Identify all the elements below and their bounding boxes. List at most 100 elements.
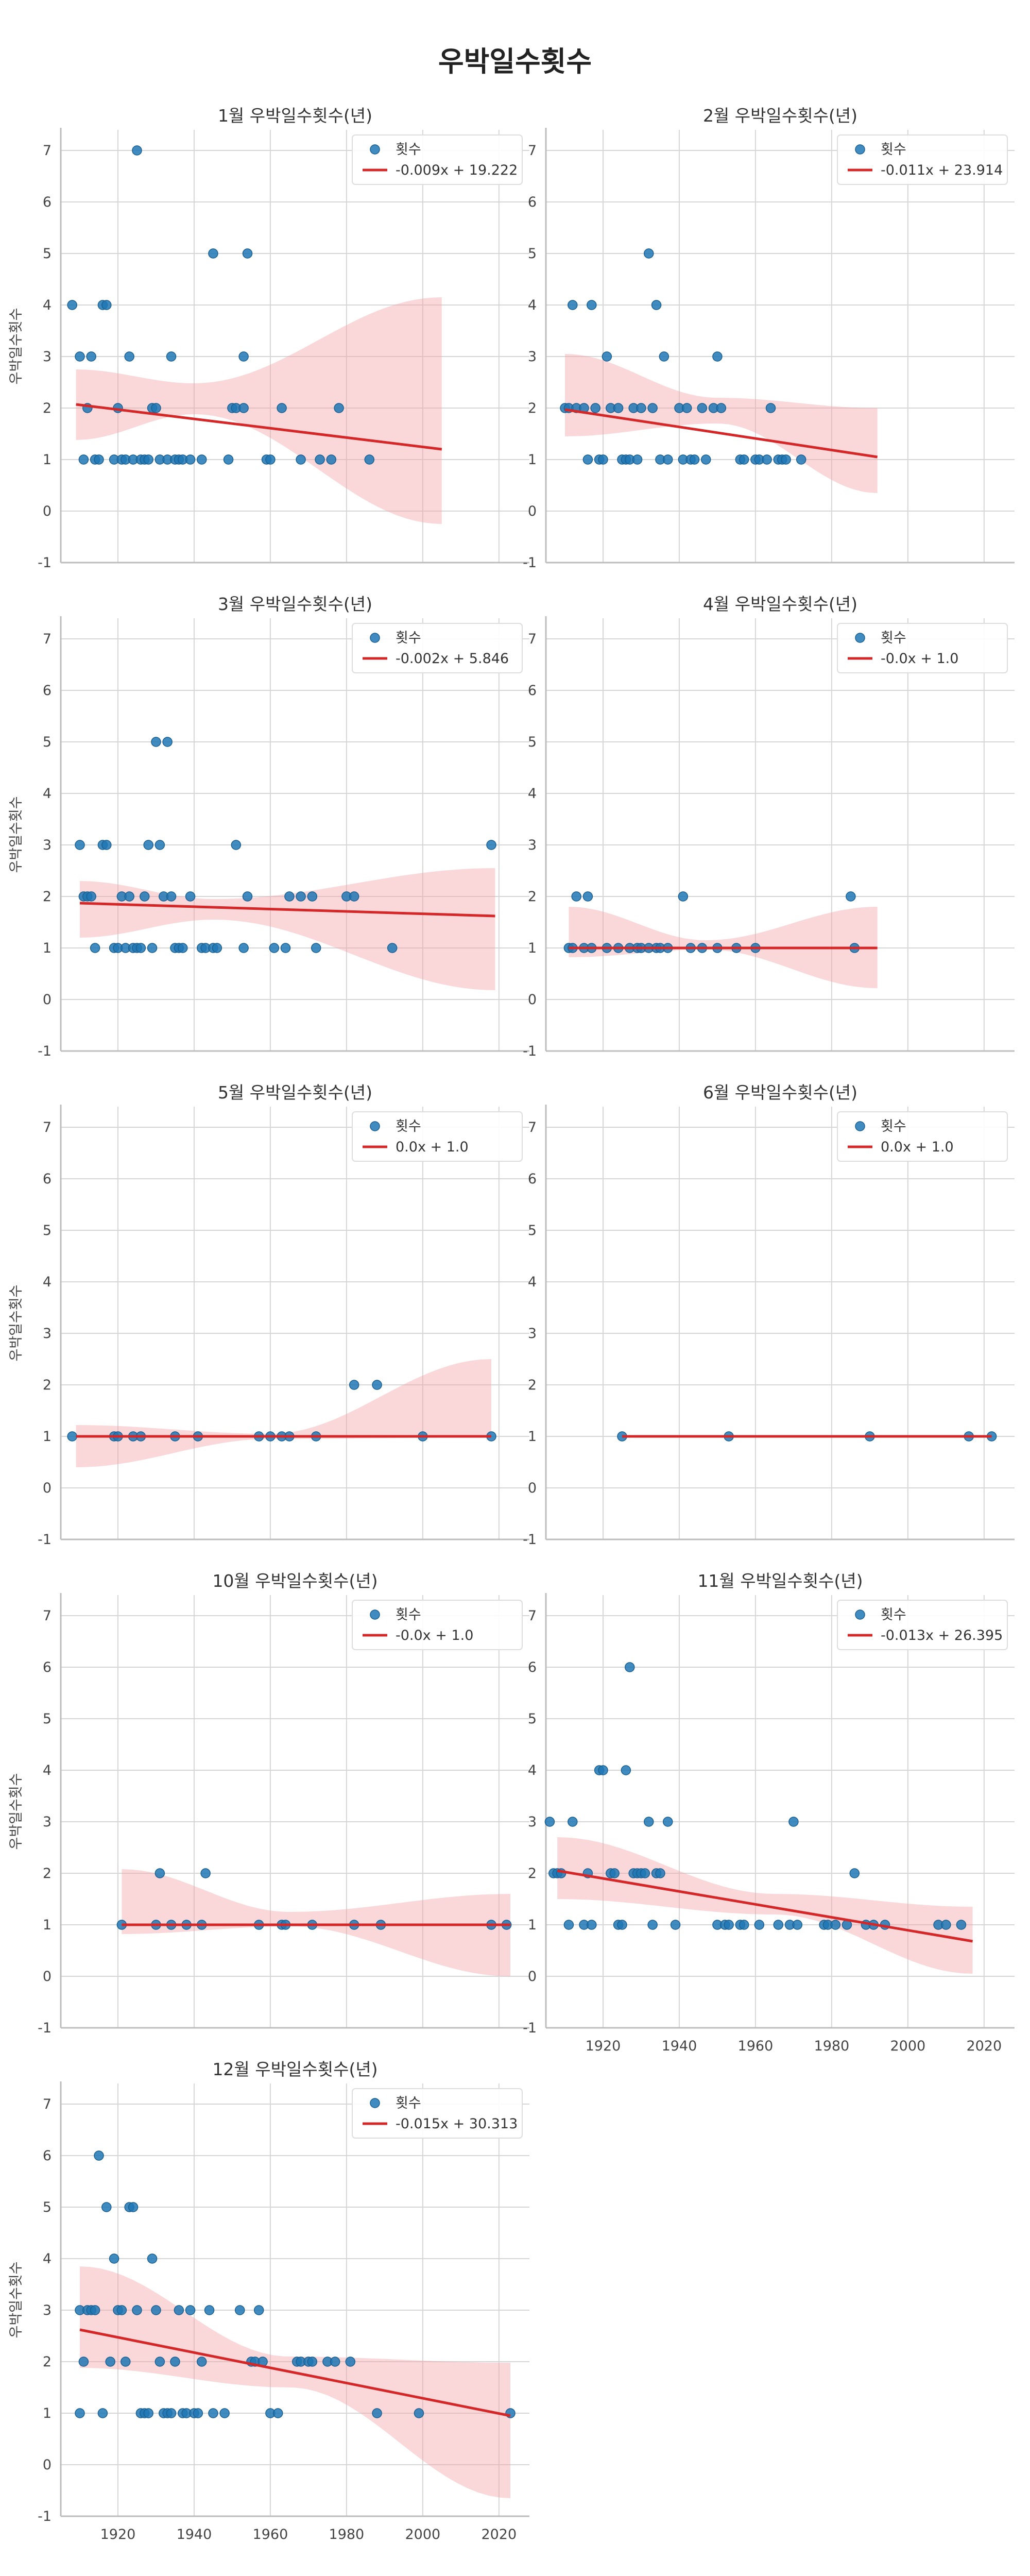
subplot-title: 10월 우박일수횟수(년) (212, 1571, 377, 1591)
y-tick-label: 1 (528, 940, 537, 956)
data-point (571, 891, 581, 902)
data-point (116, 2305, 127, 2315)
data-point (590, 403, 600, 413)
data-point (242, 891, 253, 902)
legend-point-marker (855, 144, 865, 155)
y-tick-label: -1 (38, 1532, 52, 1548)
y-tick-label: 7 (43, 1120, 52, 1136)
data-point (86, 891, 96, 902)
y-tick-label: 0 (528, 1480, 537, 1496)
y-tick-label: 1 (528, 1429, 537, 1445)
y-tick-label: 3 (528, 1326, 537, 1342)
y-tick-label: -1 (523, 1043, 537, 1059)
y-tick-label: 2 (43, 889, 52, 905)
data-point (587, 1920, 597, 1930)
y-tick-label: 1 (43, 2405, 52, 2421)
confidence-band (565, 354, 878, 493)
data-point (78, 454, 89, 465)
subplot-title: 1월 우박일수횟수(년) (218, 106, 372, 126)
x-tick-label: 1940 (177, 2527, 212, 2543)
data-point (200, 1868, 211, 1878)
y-tick-label: 7 (528, 631, 537, 647)
data-point (75, 840, 85, 850)
y-tick-label: 1 (528, 452, 537, 468)
data-point (280, 943, 291, 953)
data-point (655, 1868, 665, 1878)
x-tick-label: 1980 (814, 2038, 850, 2054)
legend: 횟수 0.0x + 1.0 (837, 1111, 1008, 1162)
data-point (724, 1920, 734, 1930)
data-point (238, 403, 249, 413)
y-tick-label: -1 (38, 555, 52, 571)
data-point (212, 943, 222, 953)
y-tick-label: 5 (528, 1711, 537, 1727)
data-point (185, 891, 196, 902)
data-point (349, 891, 359, 902)
y-tick-label: 4 (528, 786, 537, 802)
y-tick-label: 3 (43, 2302, 52, 2318)
subplot-8: 11월 우박일수횟수(년) -1 0 1 2 3 4 5 6 7 1920 1940 1960 1980 2… (523, 1571, 1015, 2054)
data-point (151, 2305, 161, 2315)
y-tick-label: 1 (528, 1917, 537, 1933)
data-point (505, 2408, 516, 2418)
legend-fit-label: -0.009x + 19.222 (396, 162, 518, 178)
data-point (101, 840, 112, 850)
data-point (613, 403, 624, 413)
y-tick-label: 3 (43, 1814, 52, 1830)
legend-points-label: 횟수 (396, 1607, 421, 1623)
data-point (97, 2408, 108, 2418)
y-tick-label: 1 (43, 1917, 52, 1933)
legend: 횟수 -0.0x + 1.0 (837, 623, 1008, 673)
data-point (196, 2357, 207, 2367)
data-point (78, 2357, 89, 2367)
y-tick-label: 3 (528, 1814, 537, 1830)
x-tick-label: 1940 (662, 2038, 697, 2054)
data-point (151, 403, 161, 413)
legend-points-label: 횟수 (881, 630, 906, 646)
subplot-2: 2월 우박일수횟수(년) -1 0 1 2 3 4 5 6 7 횟수 -0.011x + 23.914 (523, 106, 1015, 571)
gridlines (546, 1107, 1015, 1540)
y-tick-label: 5 (528, 246, 537, 262)
data-point (582, 891, 593, 902)
y-tick-label: 4 (43, 1762, 52, 1778)
data-point (788, 1817, 799, 1827)
data-point (231, 840, 242, 850)
y-tick-label: 6 (43, 1171, 52, 1187)
data-point (563, 1920, 574, 1930)
x-tick-label: 2020 (966, 2038, 1002, 2054)
data-point (625, 1662, 635, 1672)
y-tick-label: 5 (43, 1223, 52, 1239)
gridlines (61, 130, 529, 563)
scatter-points (67, 145, 375, 465)
legend-points-label: 횟수 (396, 1118, 421, 1134)
subplot-4: 4월 우박일수횟수(년) -1 0 1 2 3 4 5 6 7 횟수 -0.0x + 1.0 (523, 594, 1015, 1059)
data-point (166, 2408, 177, 2418)
data-point (662, 454, 673, 465)
confidence-band (76, 297, 442, 524)
data-point (716, 403, 727, 413)
data-point (75, 351, 85, 362)
y-tick-label: 7 (528, 143, 537, 159)
gridlines (546, 130, 1015, 563)
data-point (238, 943, 249, 953)
data-point (662, 1817, 673, 1827)
legend: 횟수 -0.0x + 1.0 (352, 1600, 523, 1650)
subplot-3: 3월 우박일수횟수(년) -1 0 1 2 3 4 5 6 7 우박일수횟수 횟수 -0.002x + … (8, 594, 529, 1059)
data-point (67, 1431, 77, 1442)
y-tick-label: 6 (43, 683, 52, 699)
data-point (193, 2408, 203, 2418)
legend-point-marker (855, 1609, 865, 1620)
data-point (372, 2408, 382, 2418)
data-point (208, 248, 218, 259)
data-point (147, 2253, 158, 2264)
data-point (781, 454, 791, 465)
figure-title: 우박일수횟수 (438, 45, 592, 78)
data-point (307, 2357, 318, 2367)
data-point (846, 891, 856, 902)
regression-line (79, 2328, 511, 2417)
data-point (140, 891, 150, 902)
y-tick-label: 2 (528, 1866, 537, 1882)
data-point (956, 1920, 967, 1930)
data-point (143, 2408, 153, 2418)
